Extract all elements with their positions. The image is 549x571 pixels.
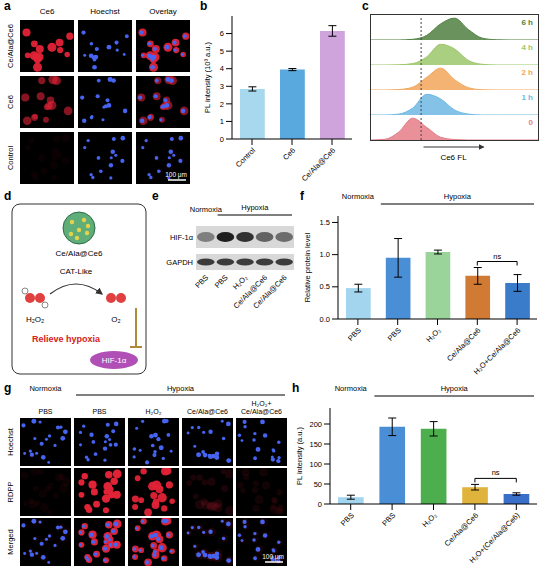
svg-text:GAPDH: GAPDH <box>166 258 193 267</box>
html-text:Ce/Ala@Ce6: Ce/Ala@Ce6 <box>6 24 15 68</box>
svg-text:1: 1 <box>220 117 224 126</box>
svg-text:PBS: PBS <box>213 273 230 290</box>
html-text:Hoechst: Hoechst <box>90 7 120 16</box>
svg-text:50: 50 <box>314 480 322 489</box>
html-text:c: c <box>362 0 369 13</box>
svg-text:4: 4 <box>220 64 224 73</box>
svg-text:0: 0 <box>318 500 322 509</box>
svg-text:Ce/Ala@Ce6: Ce/Ala@Ce6 <box>445 326 482 363</box>
svg-text:PL intensity (a.u.): PL intensity (a.u.) <box>295 426 304 485</box>
svg-text:Hypoxia: Hypoxia <box>441 384 469 393</box>
svg-text:PBS: PBS <box>386 326 403 343</box>
svg-text:HIF-1α: HIF-1α <box>102 356 127 365</box>
svg-text:0: 0 <box>220 135 224 144</box>
html-text:h: h <box>292 381 300 395</box>
svg-text:6: 6 <box>220 29 224 38</box>
svg-text:2: 2 <box>220 100 224 109</box>
svg-text:5: 5 <box>220 47 224 56</box>
svg-text:3: 3 <box>220 82 224 91</box>
html-text:Ce6: Ce6 <box>6 95 15 109</box>
html-text:1 h: 1 h <box>521 93 533 102</box>
svg-text:Normoxia: Normoxia <box>335 384 368 393</box>
svg-text:100 μm: 100 μm <box>262 553 284 561</box>
svg-text:Ce/Ala@Ce6: Ce/Ala@Ce6 <box>231 273 269 311</box>
svg-text:Relative protein level: Relative protein level <box>303 232 312 302</box>
svg-text:PBS: PBS <box>339 511 356 528</box>
html-text:RDPP: RDPP <box>6 481 15 503</box>
html-text:2 h: 2 h <box>521 68 533 77</box>
svg-text:ns: ns <box>492 468 500 477</box>
html-text:d: d <box>4 189 12 203</box>
html-text:H₂O₂: H₂O₂ <box>145 408 162 415</box>
html-text:Overlay: Overlay <box>149 7 177 16</box>
svg-text:HIF-1α: HIF-1α <box>170 233 194 242</box>
svg-text:Ce/Ala@Ce6: Ce/Ala@Ce6 <box>443 511 480 548</box>
svg-text:100 μm: 100 μm <box>165 171 187 179</box>
svg-text:0.5: 0.5 <box>320 282 330 291</box>
svg-text:PBS: PBS <box>193 273 210 290</box>
svg-text:H₂O+(Ce/Ala@Ce6): H₂O+(Ce/Ala@Ce6) <box>467 510 521 564</box>
svg-text:Ce/Ala@Ce6: Ce/Ala@Ce6 <box>56 249 103 258</box>
svg-text:200: 200 <box>309 420 322 429</box>
svg-text:H₂O₂: H₂O₂ <box>231 273 250 292</box>
html-text:PBS: PBS <box>92 408 107 415</box>
svg-text:H₂O₂: H₂O₂ <box>420 511 438 529</box>
html-text:a: a <box>4 0 11 13</box>
svg-text:Hypoxia: Hypoxia <box>241 203 269 212</box>
svg-text:Normoxia: Normoxia <box>29 384 62 393</box>
svg-text:H₂O₂: H₂O₂ <box>424 326 442 344</box>
html-text:Ce/Ala@Ce6: Ce/Ala@Ce6 <box>241 408 282 415</box>
html-text:6 h: 6 h <box>521 18 533 27</box>
svg-text:Ce6 FL: Ce6 FL <box>440 153 467 162</box>
html-text:e: e <box>152 189 159 203</box>
svg-text:0.0: 0.0 <box>320 315 330 324</box>
html-text:Hoechst: Hoechst <box>6 428 15 456</box>
html-text:4 h: 4 h <box>521 43 533 52</box>
html-text:g: g <box>4 381 12 395</box>
svg-text:1.0: 1.0 <box>320 250 330 259</box>
svg-text:Hypoxia: Hypoxia <box>444 192 472 201</box>
html-text:b: b <box>200 0 208 13</box>
html-text:H₂O₂+: H₂O₂+ <box>251 400 272 407</box>
svg-text:CAT-Like: CAT-Like <box>60 267 93 276</box>
svg-text:150: 150 <box>309 440 322 449</box>
svg-text:PL intensity (10³ a.u.): PL intensity (10³ a.u.) <box>203 42 212 114</box>
svg-text:PBS: PBS <box>380 511 397 528</box>
svg-text:Ce/Ala@Ce6: Ce/Ala@Ce6 <box>300 146 337 183</box>
html-text:Ce/Ala@Ce6: Ce/Ala@Ce6 <box>187 408 228 415</box>
html-text:0: 0 <box>528 118 533 127</box>
svg-text:Ce/Ala@Ce6: Ce/Ala@Ce6 <box>251 273 288 310</box>
svg-text:Normoxia: Normoxia <box>190 205 223 214</box>
svg-text:PBS: PBS <box>346 326 363 343</box>
svg-text:Normoxia: Normoxia <box>342 192 375 201</box>
html-text:Merged: Merged <box>6 529 15 555</box>
html-text:f: f <box>300 189 304 203</box>
svg-text:Ce6: Ce6 <box>281 146 297 162</box>
svg-text:Relieve hypoxia: Relieve hypoxia <box>32 334 101 344</box>
svg-text:1.5: 1.5 <box>320 218 330 227</box>
svg-text:ns: ns <box>493 252 501 261</box>
svg-text:H₂O₂: H₂O₂ <box>26 315 44 324</box>
svg-text:O₂: O₂ <box>111 315 120 324</box>
svg-text:Hypoxia: Hypoxia <box>167 384 195 393</box>
svg-text:Control: Control <box>234 146 258 170</box>
svg-text:100: 100 <box>309 460 322 469</box>
html-text:Control: Control <box>6 145 15 171</box>
html-text:Ce6: Ce6 <box>39 7 55 16</box>
html-text:PBS: PBS <box>38 408 53 415</box>
svg-text:H₂O+Ce/Ala@Ce6: H₂O+Ce/Ala@Ce6 <box>472 326 523 377</box>
